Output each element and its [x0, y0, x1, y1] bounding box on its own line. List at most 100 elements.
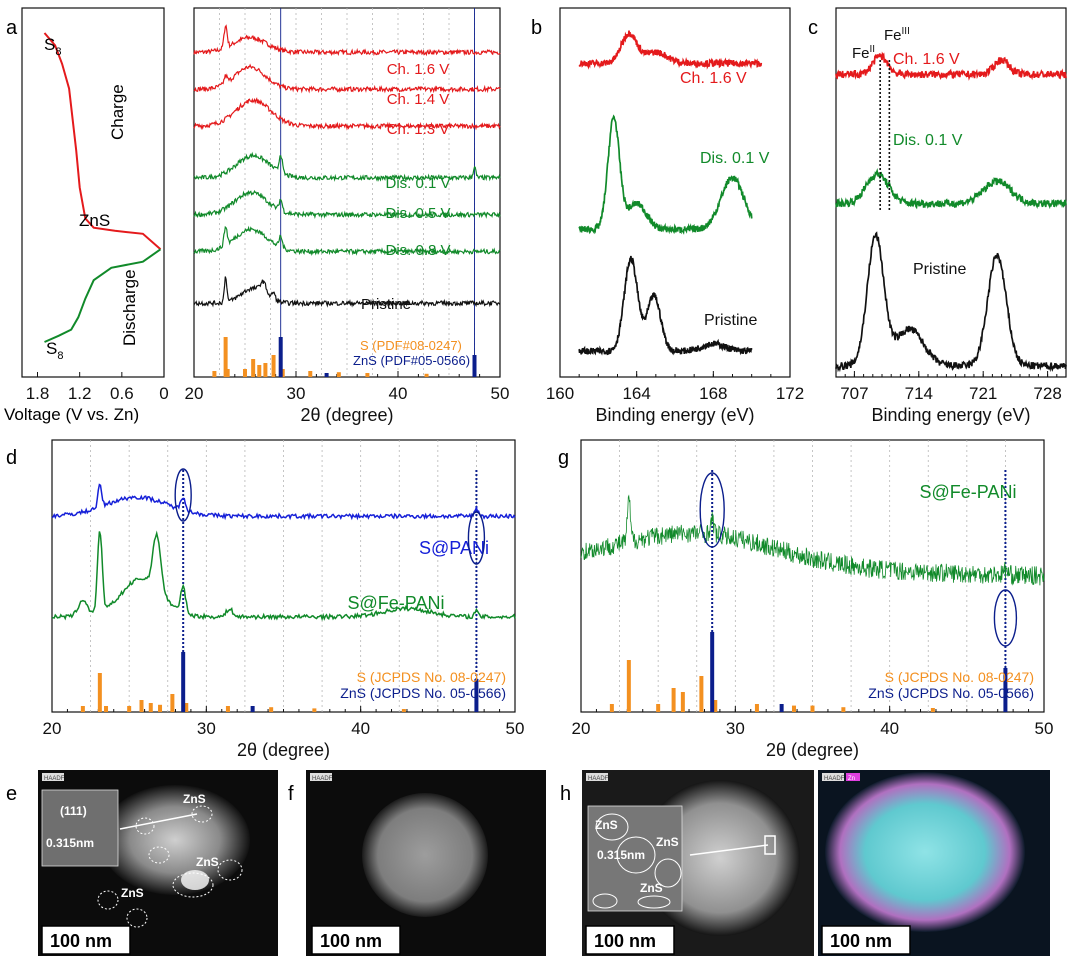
- a-discharge-label: Discharge: [120, 269, 139, 346]
- h1-tag-box: [586, 773, 608, 781]
- aR-xtick-label: 50: [491, 384, 510, 403]
- h1-circle-5: [637, 895, 671, 909]
- aR-spectrum-dis-0-1-v: [193, 151, 501, 182]
- aR-ref-s-bar: [424, 373, 429, 377]
- pG-ref-s-bar: [791, 705, 796, 712]
- pD-xlabel: 2θ (degree): [237, 740, 330, 760]
- pG-xtick-label: 20: [572, 719, 591, 738]
- pD-ref-s-bar: [127, 706, 132, 712]
- e-particle-bright: [181, 870, 209, 890]
- f-tag: HAADF: [312, 776, 333, 782]
- a-curve-discharge: [44, 248, 162, 343]
- pD-xtick-label: 20: [43, 719, 62, 738]
- e-circle-7: [126, 908, 148, 928]
- aR-spectrum-ch-1-3-v: [193, 97, 501, 131]
- aR-ref-s-bar: [251, 359, 256, 377]
- e-inset: [41, 789, 119, 867]
- pD-ref-s-bar: [184, 703, 189, 712]
- pB-series-label: Dis. 0.1 V: [700, 150, 770, 167]
- aR-ref-zns-bar: [324, 373, 329, 377]
- pD-xtick-label: 40: [351, 719, 370, 738]
- h1-inset: [587, 805, 683, 912]
- panel-label-c: c: [808, 17, 818, 39]
- aR-ref-s-bar: [271, 355, 276, 377]
- pD-ref-s-bar: [148, 703, 153, 712]
- pD-ref-s-bar: [97, 673, 102, 712]
- panel-h-micrograph: ZnS 0.315nm ZnS ZnS HAADF 100 nm HAADF Z…: [582, 770, 1050, 956]
- panel-label-f: f: [288, 783, 294, 805]
- h2-scalebar-label: 100 nm: [830, 931, 892, 951]
- h1-zns-label-2: ZnS: [656, 835, 679, 849]
- pG-ref-s-bar: [754, 704, 759, 712]
- pC-series-label: Dis. 0.1 V: [893, 132, 963, 149]
- c-fe3-base: Fe: [884, 27, 902, 44]
- aR-series-label: Dis. 0.8 V: [385, 242, 450, 259]
- a-s8-bottom: S8: [46, 339, 63, 362]
- pG-ref-s-bar: [656, 704, 661, 712]
- aR-spectrum-pristine: [193, 276, 501, 308]
- panel-a-voltage-frame: [21, 7, 165, 378]
- c-fe2-sup: II: [870, 44, 876, 55]
- h1-tag: HAADF: [588, 776, 609, 782]
- pC-xtick-label: 707: [840, 384, 868, 403]
- pD-spectrum-s-pani: [51, 483, 516, 521]
- h1-region-box: [764, 835, 776, 855]
- pG-ref-zns-bar: [1003, 668, 1008, 712]
- aR-ref-s-bar: [223, 337, 228, 377]
- aR-ref-s-bar: [336, 372, 341, 377]
- h2-zn-tag-box: [846, 773, 860, 781]
- aR-spectrum-dis-0-8-v: [193, 225, 501, 257]
- aR-spectrum-ch-1-6-v: [193, 24, 501, 57]
- panel-label-d: d: [6, 447, 17, 469]
- pB-xlabel: Binding energy (eV): [595, 405, 754, 425]
- e-circle-5: [217, 859, 243, 881]
- panel-g-xrd: 20 30 40 50 2θ (degree) S@Fe-PANi S (JCPDS No.…: [572, 439, 1054, 760]
- pG-xtick-label: 40: [880, 719, 899, 738]
- aR-xtick-label: 30: [287, 384, 306, 403]
- a-curve-charge: [43, 32, 162, 251]
- a-s8-top-base: S: [44, 35, 55, 54]
- pD-ref-zns-bar: [474, 679, 479, 712]
- e-circle-6: [97, 890, 119, 910]
- d-highlight-ellipse: [174, 468, 192, 522]
- pG-ref-s-bar: [930, 708, 935, 712]
- pB-spectrum-pristine: [578, 255, 753, 356]
- panel-f-micrograph: HAADF 100 nm: [306, 770, 546, 956]
- h1-scalebar-box: [585, 925, 675, 955]
- panel-d-xrd: 20 30 40 50 2θ (degree) S@PANi S@Fe-PANi S (JCP…: [43, 439, 524, 760]
- a-xlabel: Voltage (V vs. Zn): [4, 405, 139, 424]
- aR-ref-zns-bar: [472, 355, 477, 377]
- aR-ref-zns-label: ZnS (PDF#05-0566): [353, 353, 470, 368]
- pD-ref-s-bar: [170, 694, 175, 712]
- pD-ref-s-bar: [139, 700, 144, 712]
- c-fe2-label: FeII: [852, 44, 875, 62]
- panel-label-h: h: [560, 783, 571, 805]
- e-inset-dspacing: 0.315nm: [46, 836, 94, 850]
- aR-xtick-label: 20: [185, 384, 204, 403]
- aR-xtick-label: 40: [389, 384, 408, 403]
- pD-ref-s-bar: [225, 706, 230, 712]
- aR-ref-s-bar: [225, 369, 230, 377]
- h1-circle-1: [595, 813, 629, 841]
- pG-spectrum-s-fe-pani: [580, 494, 1045, 586]
- aR-ref-s-label: S (PDF#08-0247): [360, 338, 462, 353]
- g-ref-zns-label: ZnS (JCPDS No. 05-0566): [868, 685, 1034, 701]
- panel-b-xps-s: 160 164 168 172 Binding energy (eV) Ch. 1.6 V…: [546, 7, 804, 425]
- aR-series-label: Dis. 0.1 V: [385, 175, 450, 192]
- d-highlight-ellipse: [467, 511, 486, 565]
- pD-ref-zns-bar: [250, 706, 255, 712]
- e-tag-box: [42, 773, 64, 781]
- aR-ref-s-bar: [263, 363, 268, 377]
- c-fe3-sup: III: [902, 26, 910, 37]
- aR-ref-s-bar: [243, 369, 247, 377]
- pD-xtick-label: 30: [197, 719, 216, 738]
- pG-ref-s-bar: [680, 692, 685, 712]
- a-s8-bottom-base: S: [46, 339, 57, 358]
- h1-circle-3: [654, 858, 682, 888]
- pD-ref-zns-bar: [181, 652, 186, 712]
- f-scalebar-box: [311, 925, 401, 955]
- pG-xtick-label: 50: [1035, 719, 1054, 738]
- d-ref-zns-label: ZnS (JCPDS No. 05-0566): [340, 685, 506, 701]
- h1-zns-label-1: ZnS: [595, 818, 618, 832]
